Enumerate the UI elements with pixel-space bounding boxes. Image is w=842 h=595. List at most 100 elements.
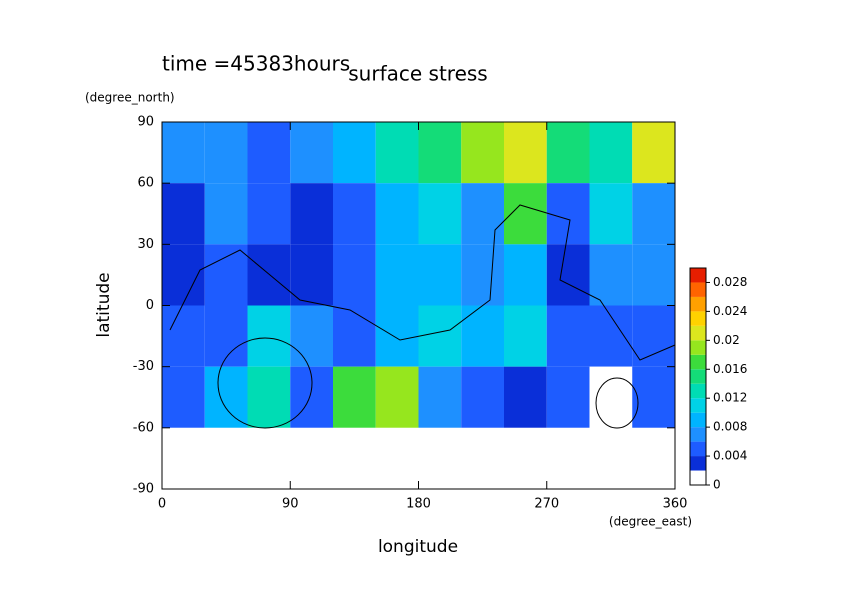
- coastline: [595, 377, 639, 429]
- colorbar-band: [690, 340, 706, 355]
- chart-title: surface stress: [348, 62, 487, 86]
- cell: [418, 427, 462, 489]
- cell: [204, 366, 248, 428]
- y-tick-label: 0: [146, 298, 154, 313]
- cell: [290, 244, 333, 306]
- cell: [589, 427, 633, 489]
- coastline: [169, 204, 676, 361]
- cell: [461, 183, 504, 245]
- cell: [204, 427, 248, 489]
- coastline: [217, 337, 313, 429]
- colorbar-band: [690, 412, 706, 428]
- y-tick-label: -60: [133, 420, 154, 435]
- subtitle: time =45383hours: [162, 52, 350, 76]
- cell: [162, 244, 205, 306]
- cell: [632, 427, 675, 489]
- colorbar-band: [690, 311, 706, 326]
- cell: [461, 122, 504, 184]
- cell: [333, 427, 376, 489]
- field: [162, 122, 675, 489]
- cell: [290, 183, 333, 245]
- cell: [375, 183, 419, 245]
- cell: [504, 122, 547, 184]
- x-units: (degree_east): [609, 515, 692, 529]
- cell: [632, 244, 675, 306]
- cell: [461, 427, 504, 489]
- cell: [290, 427, 333, 489]
- colorbar-tick-label: 0: [713, 478, 721, 492]
- colorbar-tick-label: 0.008: [713, 420, 747, 434]
- cell: [375, 122, 419, 184]
- cell: [247, 427, 291, 489]
- cell: [162, 122, 205, 184]
- cell: [546, 427, 590, 489]
- cell: [461, 244, 504, 306]
- cell: [375, 366, 419, 428]
- cell: [162, 305, 205, 367]
- cell: [162, 427, 205, 489]
- cell: [204, 122, 248, 184]
- cell: [375, 427, 419, 489]
- cell: [418, 122, 462, 184]
- x-tick-label: 180: [406, 497, 431, 512]
- y-tick-label: 90: [137, 115, 154, 130]
- y-tick-label: -30: [133, 359, 154, 374]
- cell: [589, 183, 633, 245]
- cell: [546, 244, 590, 306]
- colorbar-tick-label: 0.016: [713, 362, 747, 376]
- cell: [461, 366, 504, 428]
- x-label: longitude: [378, 537, 458, 557]
- x-tick-label: 270: [534, 497, 559, 512]
- cell: [632, 122, 675, 184]
- cell: [333, 366, 376, 428]
- cell: [546, 366, 590, 428]
- y-tick-label: -90: [133, 482, 154, 497]
- cell: [589, 244, 633, 306]
- cell: [589, 305, 633, 367]
- colorbar-band: [690, 470, 706, 485]
- cell: [247, 183, 291, 245]
- cell: [290, 305, 333, 367]
- colorbar-frame: [689, 267, 707, 486]
- cell: [632, 305, 675, 367]
- colorbar-band: [690, 296, 706, 312]
- cell: [333, 305, 376, 367]
- cell: [504, 366, 547, 428]
- cell: [632, 366, 675, 428]
- cell: [162, 183, 205, 245]
- cell: [162, 366, 205, 428]
- y-tick-label: 60: [137, 176, 154, 191]
- colorbar-band: [690, 369, 706, 384]
- cell: [333, 183, 376, 245]
- colorbar-band: [690, 354, 706, 370]
- cell: [546, 183, 590, 245]
- cell: [375, 244, 419, 306]
- cell: [418, 305, 462, 367]
- cell: [461, 305, 504, 367]
- colorbar-band: [690, 325, 706, 341]
- cell: [418, 183, 462, 245]
- x-tick-label: 0: [158, 497, 166, 512]
- cell: [418, 366, 462, 428]
- cell: [247, 122, 291, 184]
- cell: [247, 244, 291, 306]
- colorbar-band: [690, 383, 706, 399]
- cell: [247, 366, 291, 428]
- colorbar-tick-label: 0.012: [713, 391, 747, 405]
- colorbar-band: [690, 398, 706, 413]
- cell: [375, 305, 419, 367]
- cell: [333, 122, 376, 184]
- colorbar-tick-label: 0.02: [713, 333, 740, 347]
- cell: [504, 183, 547, 245]
- y-units: (degree_north): [85, 91, 175, 105]
- cell: [589, 122, 633, 184]
- colorbar-band: [690, 456, 706, 471]
- colorbar-band: [690, 268, 706, 283]
- cell: [632, 183, 675, 245]
- cell: [546, 122, 590, 184]
- colorbar-band: [690, 427, 706, 442]
- colorbar-band: [690, 441, 706, 457]
- overlay: [161, 121, 676, 490]
- cell: [504, 427, 547, 489]
